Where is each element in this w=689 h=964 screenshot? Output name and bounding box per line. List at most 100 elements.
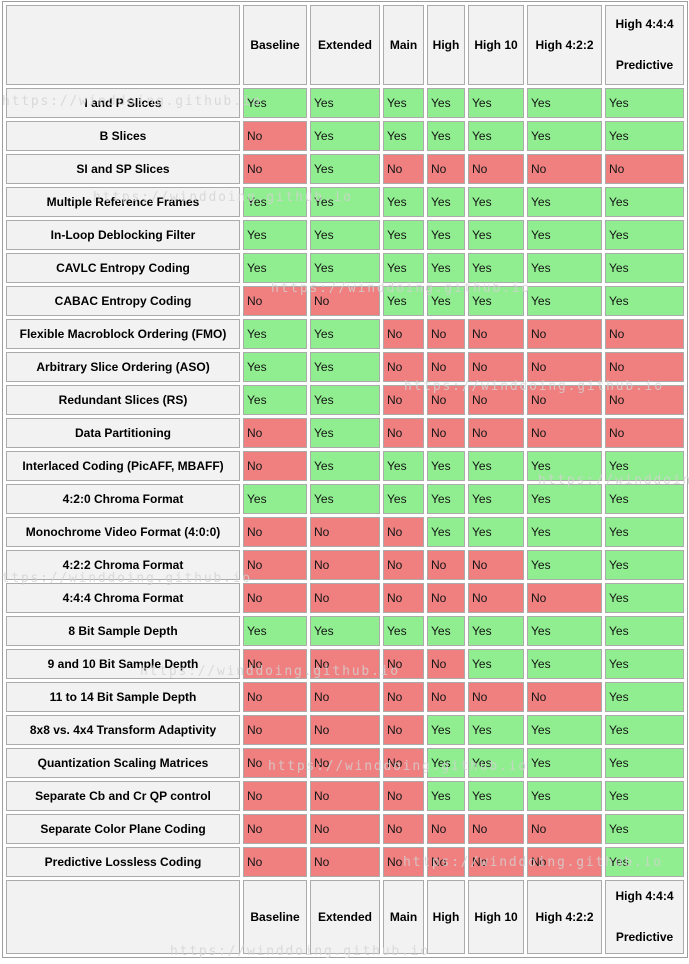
table-footer: Baseline Extended Main High High 10 High 4:2:… — [6, 880, 684, 954]
value-cell: No — [468, 352, 524, 382]
value-cell: No — [310, 748, 380, 778]
table-row: 4:2:0 Chroma Format Yes Yes Yes Yes Yes Yes Yes — [6, 484, 684, 514]
column-footer-high: High — [427, 880, 465, 954]
column-header-extended: Extended — [310, 5, 380, 85]
value-cell: No — [605, 385, 684, 415]
value-cell: No — [310, 517, 380, 547]
value-cell: No — [468, 418, 524, 448]
value-cell: Yes — [427, 451, 465, 481]
value-cell: No — [383, 715, 424, 745]
feature-label: 4:2:2 Chroma Format — [6, 550, 240, 580]
feature-label: CABAC Entropy Coding — [6, 286, 240, 316]
value-cell: No — [427, 550, 465, 580]
table-row: CABAC Entropy Coding No No Yes Yes Yes Yes Yes — [6, 286, 684, 316]
value-cell: No — [427, 847, 465, 877]
value-cell: No — [527, 583, 602, 613]
column-footer-high-4-4-4: High 4:4:4 Predictive — [605, 880, 684, 954]
value-cell: Yes — [605, 715, 684, 745]
value-cell: Yes — [383, 451, 424, 481]
feature-label: Flexible Macroblock Ordering (FMO) — [6, 319, 240, 349]
value-cell: Yes — [468, 715, 524, 745]
value-cell: No — [427, 682, 465, 712]
table-row: Separate Cb and Cr QP control No No No Yes Ye… — [6, 781, 684, 811]
value-cell: No — [527, 682, 602, 712]
table-row: Arbitrary Slice Ordering (ASO) Yes Yes No No… — [6, 352, 684, 382]
value-cell: Yes — [310, 484, 380, 514]
value-cell: Yes — [605, 847, 684, 877]
value-cell: Yes — [427, 286, 465, 316]
value-cell: No — [310, 847, 380, 877]
feature-label: Predictive Lossless Coding — [6, 847, 240, 877]
value-cell: Yes — [243, 187, 307, 217]
table-body: I and P Slices Yes Yes Yes Yes Yes Yes Yes B Sli… — [6, 88, 684, 877]
feature-label: Separate Cb and Cr QP control — [6, 781, 240, 811]
value-cell: No — [383, 550, 424, 580]
value-cell: No — [527, 352, 602, 382]
value-cell: No — [427, 352, 465, 382]
value-cell: Yes — [427, 187, 465, 217]
value-cell: Yes — [468, 649, 524, 679]
value-cell: No — [605, 319, 684, 349]
value-cell: No — [468, 847, 524, 877]
value-cell: No — [468, 682, 524, 712]
table-row: CAVLC Entropy Coding Yes Yes Yes Yes Yes Yes Ye… — [6, 253, 684, 283]
table-row: I and P Slices Yes Yes Yes Yes Yes Yes Yes — [6, 88, 684, 118]
value-cell: Yes — [243, 220, 307, 250]
table-row: 8x8 vs. 4x4 Transform Adaptivity No No No Ye… — [6, 715, 684, 745]
value-cell: Yes — [527, 781, 602, 811]
value-cell: Yes — [310, 451, 380, 481]
value-cell: No — [310, 781, 380, 811]
table-row: B Slices No Yes Yes Yes Yes Yes Yes — [6, 121, 684, 151]
value-cell: Yes — [383, 286, 424, 316]
value-cell: Yes — [427, 781, 465, 811]
value-cell: Yes — [605, 748, 684, 778]
feature-label: 4:2:0 Chroma Format — [6, 484, 240, 514]
feature-label: 8x8 vs. 4x4 Transform Adaptivity — [6, 715, 240, 745]
feature-label: Monochrome Video Format (4:0:0) — [6, 517, 240, 547]
value-cell: No — [310, 286, 380, 316]
value-cell: No — [383, 352, 424, 382]
value-cell: No — [427, 154, 465, 184]
table-row: Data Partitioning No Yes No No No No No — [6, 418, 684, 448]
table-row: Separate Color Plane Coding No No No No No No Y… — [6, 814, 684, 844]
value-cell: Yes — [427, 517, 465, 547]
feature-label: Redundant Slices (RS) — [6, 385, 240, 415]
value-cell: No — [243, 748, 307, 778]
table-row: Quantization Scaling Matrices No No No Yes Ye… — [6, 748, 684, 778]
footer-row: Baseline Extended Main High High 10 High 4:2:… — [6, 880, 684, 954]
value-cell: Yes — [383, 187, 424, 217]
feature-label: B Slices — [6, 121, 240, 151]
value-cell: No — [383, 319, 424, 349]
value-cell: Yes — [243, 385, 307, 415]
value-cell: Yes — [468, 484, 524, 514]
feature-label: Arbitrary Slice Ordering (ASO) — [6, 352, 240, 382]
value-cell: No — [243, 286, 307, 316]
value-cell: No — [527, 418, 602, 448]
value-cell: No — [310, 583, 380, 613]
value-cell: No — [527, 154, 602, 184]
value-cell: No — [383, 649, 424, 679]
value-cell: Yes — [468, 451, 524, 481]
value-cell: Yes — [605, 88, 684, 118]
table-row: 4:2:2 Chroma Format No No No No No Yes Yes — [6, 550, 684, 580]
value-cell: Yes — [310, 220, 380, 250]
column-header-main: Main — [383, 5, 424, 85]
value-cell: Yes — [468, 220, 524, 250]
value-cell: Yes — [605, 583, 684, 613]
value-cell: No — [243, 649, 307, 679]
value-cell: Yes — [605, 484, 684, 514]
value-cell: Yes — [527, 253, 602, 283]
table-row: In-Loop Deblocking Filter Yes Yes Yes Yes Yes… — [6, 220, 684, 250]
feature-label: Separate Color Plane Coding — [6, 814, 240, 844]
value-cell: Yes — [527, 517, 602, 547]
value-cell: Yes — [243, 352, 307, 382]
value-cell: Yes — [427, 748, 465, 778]
value-cell: No — [383, 517, 424, 547]
value-cell: Yes — [605, 616, 684, 646]
table-row: Redundant Slices (RS) Yes Yes No No No No No — [6, 385, 684, 415]
value-cell: No — [310, 550, 380, 580]
table-row: Interlaced Coding (PicAFF, MBAFF) No Yes Ye… — [6, 451, 684, 481]
value-cell: No — [468, 814, 524, 844]
